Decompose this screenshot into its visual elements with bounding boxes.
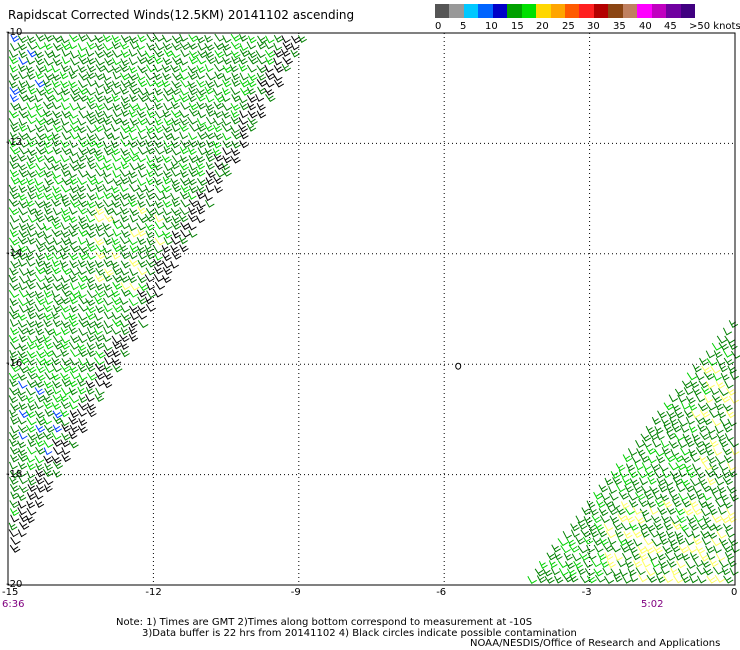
lat-tick-label: -20 xyxy=(6,579,23,590)
legend-label: 0 xyxy=(435,21,442,32)
wind-speed-legend: 0 5 10 15 20 25 30 35 40 45 >50 knots xyxy=(435,4,740,34)
legend-label: 10 xyxy=(485,21,498,32)
legend-label: 40 xyxy=(639,21,652,32)
wind-barb-group xyxy=(9,34,63,456)
legend-label: >50 knots xyxy=(689,21,740,32)
legend-swatch xyxy=(666,4,682,18)
lat-lon-grid xyxy=(8,33,735,585)
plot-frame xyxy=(7,32,736,586)
legend-label: 35 xyxy=(613,21,626,32)
legend-swatch xyxy=(579,4,595,18)
lon-tick-label: 0 xyxy=(731,587,738,598)
map-title: Rapidscat Corrected Winds(12.5KM) 201411… xyxy=(8,8,355,22)
lon-tick-label: -9 xyxy=(290,587,301,598)
legend-swatch xyxy=(608,4,624,18)
legend-swatch xyxy=(593,4,609,18)
note-line-2: 3)Data buffer is 22 hrs from 20141102 4)… xyxy=(142,628,577,639)
legend-swatch xyxy=(435,4,450,18)
lat-tick-label: -18 xyxy=(6,468,23,480)
legend-swatch xyxy=(637,4,653,18)
legend-swatch xyxy=(536,4,552,18)
lon-tick-label: -12 xyxy=(145,587,162,598)
legend-label: 30 xyxy=(587,21,600,32)
notes-block: Note: 1) Times are GMT 2)Times along bot… xyxy=(116,617,577,639)
lat-tick-label: -14 xyxy=(6,247,23,259)
legend-swatch xyxy=(565,4,580,18)
wind-barb-group xyxy=(8,35,301,553)
legend-label: 45 xyxy=(664,21,677,32)
legend-label: 15 xyxy=(511,21,524,32)
legend-swatch xyxy=(478,4,494,18)
lon-tick-label: -6 xyxy=(436,587,447,598)
wind-barb-group xyxy=(93,206,740,584)
lat-tick-label: -10 xyxy=(6,27,23,38)
legend-label: 25 xyxy=(562,21,575,32)
contamination-circle xyxy=(455,362,462,370)
contamination-marker xyxy=(455,362,462,370)
credit-line: NOAA/NESDIS/Office of Research and Appli… xyxy=(470,638,721,649)
plot-border xyxy=(7,32,736,586)
wind-barbs-layer xyxy=(8,33,740,584)
time-label-right: 5:02 xyxy=(641,599,664,610)
lon-tick-label: -15 xyxy=(2,587,19,598)
legend-swatch xyxy=(492,4,508,18)
legend-label: 5 xyxy=(460,21,467,32)
legend-swatch xyxy=(680,4,696,18)
legend-label: 20 xyxy=(536,21,549,32)
legend-swatch xyxy=(449,4,465,18)
lat-tick-label: -16 xyxy=(6,358,23,370)
wind-barb-group xyxy=(8,33,733,584)
legend-swatch xyxy=(521,4,537,18)
legend-swatch xyxy=(550,4,566,18)
legend-swatch xyxy=(463,4,479,18)
lon-tick-label: -3 xyxy=(581,587,592,598)
note-line-1: Note: 1) Times are GMT 2)Times along bot… xyxy=(116,617,533,628)
wind-barb-group xyxy=(8,33,740,584)
lat-tick-label: -12 xyxy=(6,137,23,149)
legend-swatch xyxy=(507,4,523,18)
legend-swatch xyxy=(651,4,667,18)
time-label-left: 6:36 xyxy=(2,599,25,610)
legend-swatch xyxy=(622,4,638,18)
